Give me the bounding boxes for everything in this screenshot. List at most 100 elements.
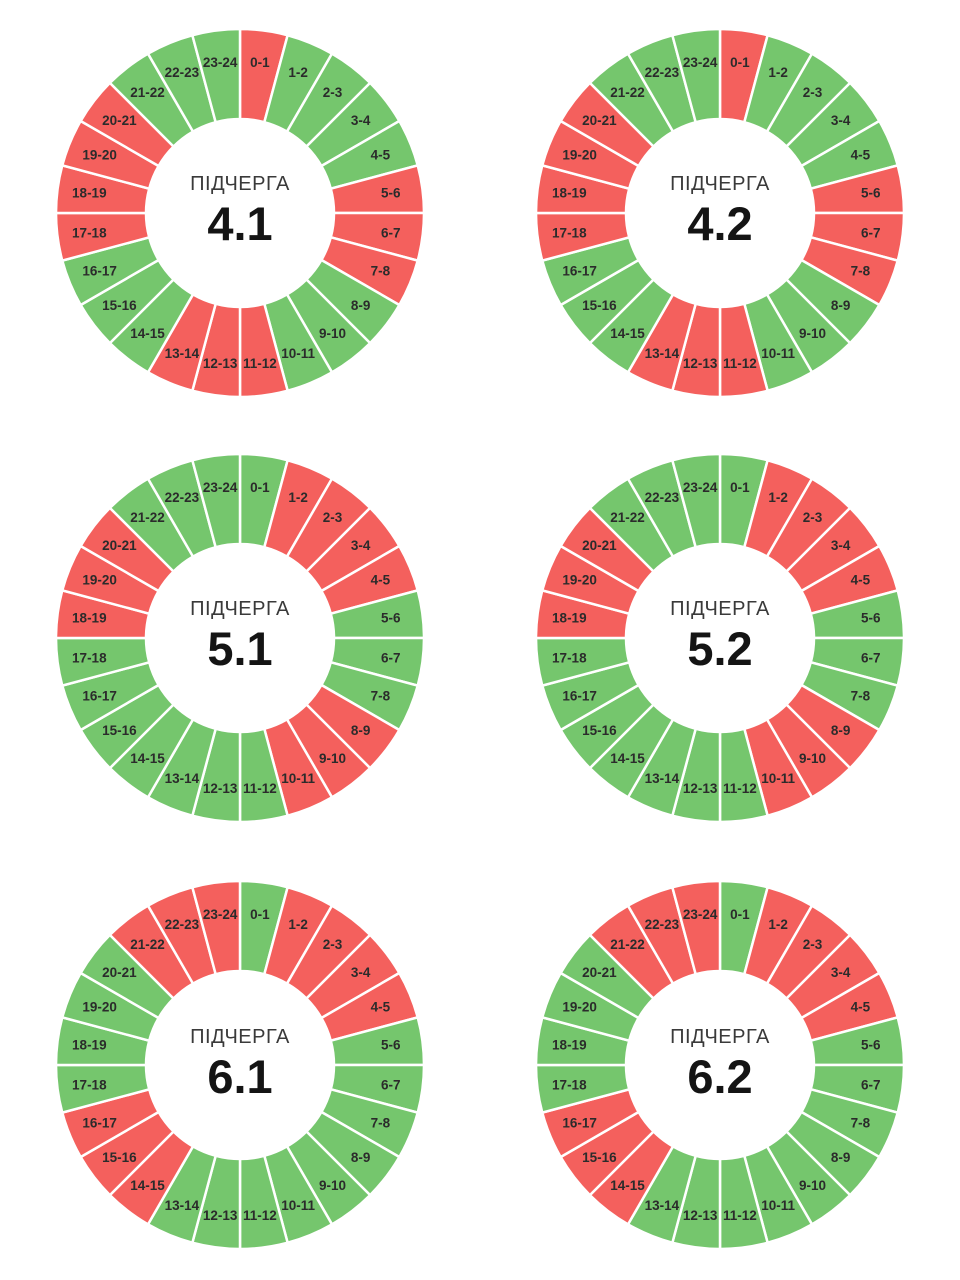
donut-svg-5-1: 0-1 1-2 2-3 3-4 4-5 5-6 6-7 7-8 8-9 9-10 10-11 11-1… <box>54 452 426 823</box>
segment-label-8-9: 8-9 <box>351 1150 371 1165</box>
segment-label-13-14: 13-14 <box>645 770 680 785</box>
segment-label-17-18: 17-18 <box>72 650 107 665</box>
segment-label-12-13: 12-13 <box>683 356 718 371</box>
chart-cell-4-1: 0-1 1-2 2-3 3-4 4-5 5-6 6-7 7-8 8-9 9-10 10-11 11-1… <box>0 0 480 425</box>
segment-label-5-6: 5-6 <box>381 1038 401 1053</box>
segment-label-12-13: 12-13 <box>683 781 718 796</box>
segment-label-1-2: 1-2 <box>768 490 788 505</box>
segment-label-19-20: 19-20 <box>82 999 117 1014</box>
segment-label-16-17: 16-17 <box>82 688 117 703</box>
segment-label-14-15: 14-15 <box>610 1178 645 1193</box>
segment-label-1-2: 1-2 <box>288 917 308 932</box>
segment-label-18-19: 18-19 <box>552 610 587 625</box>
segment-label-1-2: 1-2 <box>288 490 308 505</box>
segment-label-18-19: 18-19 <box>552 185 587 200</box>
segment-label-16-17: 16-17 <box>562 1116 597 1131</box>
segment-label-22-23: 22-23 <box>645 490 680 505</box>
segment-label-7-8: 7-8 <box>371 688 391 703</box>
segment-label-6-7: 6-7 <box>861 1077 881 1092</box>
segment-label-18-19: 18-19 <box>552 1038 587 1053</box>
segment-23-24-on <box>190 452 242 549</box>
segment-label-11-12: 11-12 <box>723 356 757 371</box>
segment-label-12-13: 12-13 <box>203 1208 238 1223</box>
segment-label-4-5: 4-5 <box>371 999 391 1014</box>
segment-label-20-21: 20-21 <box>102 537 137 552</box>
segment-label-0-1: 0-1 <box>730 54 750 69</box>
segment-label-22-23: 22-23 <box>645 65 680 80</box>
segment-label-15-16: 15-16 <box>582 1150 617 1165</box>
segment-label-7-8: 7-8 <box>851 1116 871 1131</box>
segment-label-7-8: 7-8 <box>371 1116 391 1131</box>
segment-label-15-16: 15-16 <box>582 298 617 313</box>
segment-label-1-2: 1-2 <box>768 917 788 932</box>
segment-label-13-14: 13-14 <box>645 345 680 360</box>
chart-cell-4-2: 0-1 1-2 2-3 3-4 4-5 5-6 6-7 7-8 8-9 9-10 10-11 11-1… <box>480 0 960 425</box>
segment-label-6-7: 6-7 <box>381 650 401 665</box>
segment-label-2-3: 2-3 <box>803 937 823 952</box>
segment-23-24-on <box>670 452 722 549</box>
segment-label-19-20: 19-20 <box>82 147 117 162</box>
segment-label-7-8: 7-8 <box>851 688 871 703</box>
segment-label-18-19: 18-19 <box>72 185 107 200</box>
segment-label-8-9: 8-9 <box>831 723 851 738</box>
segment-label-19-20: 19-20 <box>82 572 117 587</box>
segment-label-14-15: 14-15 <box>130 1178 165 1193</box>
donut-chart-4-1: 0-1 1-2 2-3 3-4 4-5 5-6 6-7 7-8 8-9 9-10 10-11 11-1… <box>50 23 430 403</box>
segment-label-15-16: 15-16 <box>102 1150 137 1165</box>
segment-label-10-11: 10-11 <box>281 345 315 360</box>
segment-label-19-20: 19-20 <box>562 999 597 1014</box>
segment-label-4-5: 4-5 <box>371 147 391 162</box>
segment-label-1-2: 1-2 <box>288 65 308 80</box>
segment-label-15-16: 15-16 <box>102 723 137 738</box>
segment-label-23-24: 23-24 <box>203 479 238 494</box>
donut-chart-6-2: 0-1 1-2 2-3 3-4 4-5 5-6 6-7 7-8 8-9 9-10 10-11 11-1… <box>530 875 910 1255</box>
segment-label-23-24: 23-24 <box>203 907 238 922</box>
segment-label-5-6: 5-6 <box>381 185 401 200</box>
segment-label-14-15: 14-15 <box>130 326 165 341</box>
donut-svg-4-2: 0-1 1-2 2-3 3-4 4-5 5-6 6-7 7-8 8-9 9-10 10-11 11-1… <box>534 27 906 398</box>
segment-label-6-7: 6-7 <box>861 225 881 240</box>
segment-label-11-12: 11-12 <box>243 356 277 371</box>
segment-label-23-24: 23-24 <box>683 54 718 69</box>
segment-label-21-22: 21-22 <box>130 509 165 524</box>
segment-label-13-14: 13-14 <box>645 1198 680 1213</box>
segment-label-12-13: 12-13 <box>203 781 238 796</box>
segment-label-8-9: 8-9 <box>351 298 371 313</box>
segment-label-18-19: 18-19 <box>72 610 107 625</box>
segment-label-16-17: 16-17 <box>562 688 597 703</box>
segment-label-22-23: 22-23 <box>165 65 200 80</box>
segment-label-14-15: 14-15 <box>610 751 645 766</box>
segment-label-8-9: 8-9 <box>831 1150 851 1165</box>
segment-label-23-24: 23-24 <box>683 907 718 922</box>
segment-label-21-22: 21-22 <box>130 84 165 99</box>
donut-svg-4-1: 0-1 1-2 2-3 3-4 4-5 5-6 6-7 7-8 8-9 9-10 10-11 11-1… <box>54 27 426 398</box>
segment-label-6-7: 6-7 <box>861 650 881 665</box>
segment-label-23-24: 23-24 <box>203 54 238 69</box>
segment-23-24-off <box>670 879 722 976</box>
segment-label-11-12: 11-12 <box>723 1208 757 1223</box>
segment-label-12-13: 12-13 <box>203 356 238 371</box>
segment-label-11-12: 11-12 <box>243 1208 277 1223</box>
segment-label-22-23: 22-23 <box>645 917 680 932</box>
segment-label-10-11: 10-11 <box>761 1198 795 1213</box>
segment-label-12-13: 12-13 <box>683 1208 718 1223</box>
segment-label-5-6: 5-6 <box>861 610 881 625</box>
segment-label-3-4: 3-4 <box>351 537 371 552</box>
segment-label-10-11: 10-11 <box>281 770 315 785</box>
segment-label-5-6: 5-6 <box>381 610 401 625</box>
segment-label-4-5: 4-5 <box>851 999 871 1014</box>
segment-label-14-15: 14-15 <box>610 326 645 341</box>
segment-label-0-1: 0-1 <box>250 479 270 494</box>
donut-chart-5-1: 0-1 1-2 2-3 3-4 4-5 5-6 6-7 7-8 8-9 9-10 10-11 11-1… <box>50 448 430 828</box>
segment-label-8-9: 8-9 <box>351 723 371 738</box>
segment-label-22-23: 22-23 <box>165 917 200 932</box>
segment-label-6-7: 6-7 <box>381 225 401 240</box>
segment-label-20-21: 20-21 <box>102 112 137 127</box>
segment-label-0-1: 0-1 <box>730 479 750 494</box>
segment-label-13-14: 13-14 <box>165 345 200 360</box>
chart-cell-6-1: 0-1 1-2 2-3 3-4 4-5 5-6 6-7 7-8 8-9 9-10 10-11 11-1… <box>0 850 480 1280</box>
donut-svg-6-2: 0-1 1-2 2-3 3-4 4-5 5-6 6-7 7-8 8-9 9-10 10-11 11-1… <box>534 879 906 1251</box>
segment-label-3-4: 3-4 <box>831 965 851 980</box>
